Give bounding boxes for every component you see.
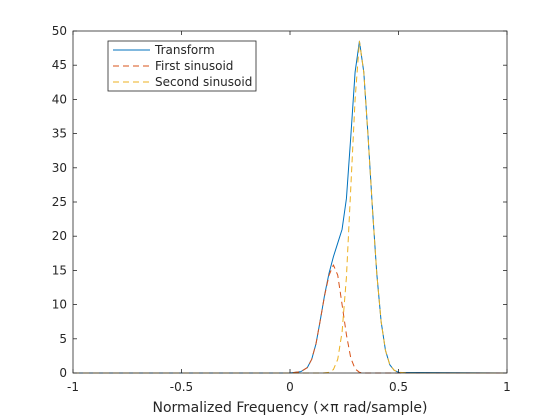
y-tick-label: 25 bbox=[52, 195, 67, 209]
x-tick-label: 1 bbox=[503, 380, 511, 394]
series-line-3 bbox=[73, 40, 507, 374]
legend-label-2: First sinusoid bbox=[155, 59, 233, 73]
y-tick-label: 5 bbox=[59, 332, 67, 346]
y-tick-label: 30 bbox=[52, 161, 67, 175]
x-tick-label: 0 bbox=[286, 380, 294, 394]
legend: Transform First sinusoid Second sinusoid bbox=[107, 40, 257, 92]
y-tick-label: 50 bbox=[52, 24, 67, 38]
x-axis-label: Normalized Frequency (×π rad/sample) bbox=[153, 400, 428, 416]
legend-label-3: Second sinusoid bbox=[155, 75, 252, 89]
x-tick-label: -1 bbox=[67, 380, 79, 394]
y-tick-label: 45 bbox=[52, 58, 67, 72]
x-tick-label: -0.5 bbox=[170, 380, 193, 394]
y-tick-label: 15 bbox=[52, 263, 67, 277]
y-tick-label: 10 bbox=[52, 298, 67, 312]
x-tick-label: 0.5 bbox=[389, 380, 408, 394]
y-tick-label: 0 bbox=[59, 366, 67, 380]
y-tick-label: 40 bbox=[52, 92, 67, 106]
legend-label-1: Transform bbox=[154, 43, 215, 57]
y-tick-label: 35 bbox=[52, 127, 67, 141]
y-tick-label: 20 bbox=[52, 229, 67, 243]
legend-box bbox=[107, 40, 257, 92]
